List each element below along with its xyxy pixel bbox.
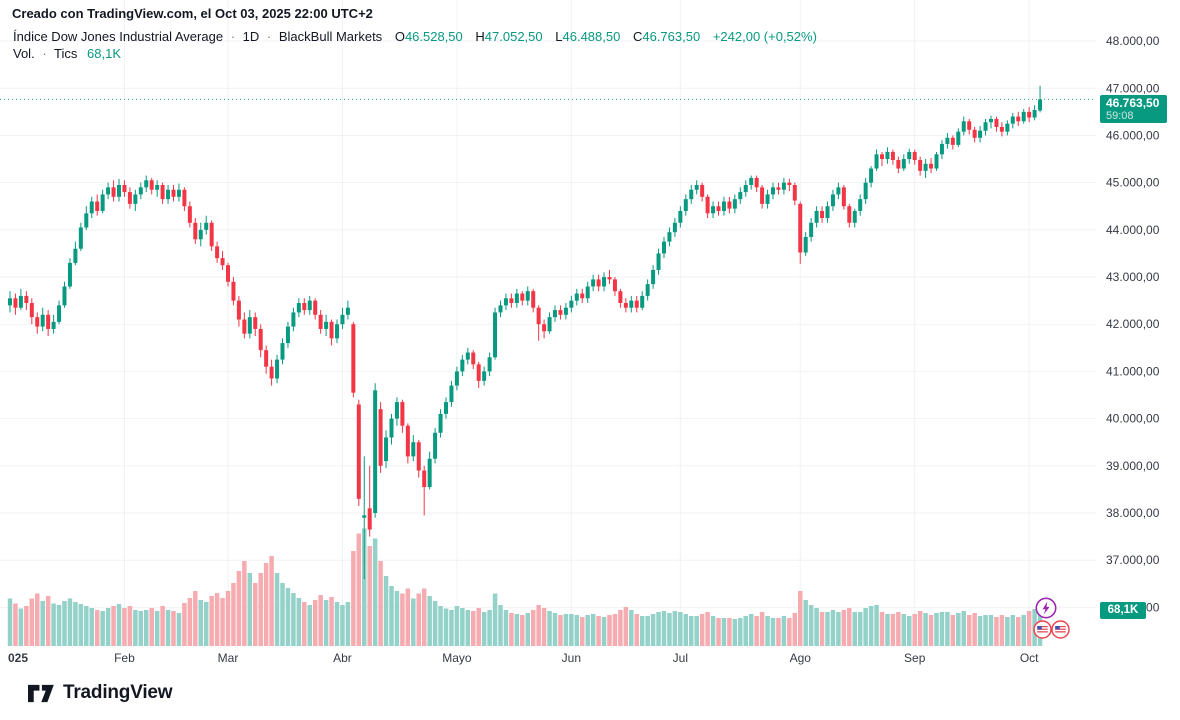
exchange-label: BlackBull Markets [278,29,383,44]
svg-text:46.000,00: 46.000,00 [1106,128,1160,142]
symbol-title[interactable]: Índice Dow Jones Industrial Average [13,29,224,44]
bar-countdown: 59:08 [1106,110,1134,123]
last-price-badge: 46.763,50 59:08 [1100,95,1167,124]
svg-text:025: 025 [8,651,28,665]
svg-text:Jun: Jun [562,651,581,665]
volume-label[interactable]: Vol. [13,46,35,61]
volume-value: 68,1K [87,46,122,61]
attribution-text: Creado con TradingView.com, el Oct 03, 2… [12,6,373,21]
svg-text:41.000,00: 41.000,00 [1106,364,1160,378]
legend-row-volume: Vol. · Tics 68,1K [13,46,817,62]
volume-axis-badge: 68,1K [1100,602,1146,619]
svg-text:Feb: Feb [114,651,135,665]
grid-vertical [123,0,1030,646]
us-flag-event-icon[interactable] [1051,620,1070,639]
volume-bars [7,528,1043,646]
separator-dot: · [266,29,272,44]
svg-text:Mayo: Mayo [442,651,472,665]
svg-text:44.000,00: 44.000,00 [1106,223,1160,237]
price-axis[interactable]: 48.000,00 47.000,00 46.000,00 45.000,00 44.0… [1106,34,1160,614]
svg-text:Oct: Oct [1020,651,1039,665]
separator-dot: · [230,29,236,44]
ohlc-close: C46.763,50 [632,29,701,44]
svg-text:42.000,00: 42.000,00 [1106,317,1160,331]
change-value: +242,00 (+0,52%) [712,29,817,44]
separator-dot: · [42,46,47,61]
tradingview-mark-icon [28,684,54,702]
tradingview-wordmark: TradingView [63,682,173,703]
svg-text:45.000,00: 45.000,00 [1106,176,1160,190]
svg-text:Ago: Ago [790,651,812,665]
svg-text:Sep: Sep [904,651,926,665]
svg-text:Jul: Jul [673,651,688,665]
svg-text:38.000,00: 38.000,00 [1106,506,1160,520]
us-flag-event-icon[interactable] [1033,620,1052,639]
svg-text:Abr: Abr [333,651,352,665]
grid-horizontal [0,40,1096,608]
svg-text:40.000,00: 40.000,00 [1106,412,1160,426]
legend: Índice Dow Jones Industrial Average · 1D… [13,29,817,62]
svg-text:43.000,00: 43.000,00 [1106,270,1160,284]
svg-text:Mar: Mar [218,651,239,665]
legend-row-main: Índice Dow Jones Industrial Average · 1D… [13,29,817,45]
interval-label[interactable]: 1D [242,29,260,44]
time-axis[interactable]: 025 Feb Mar Abr Mayo Jun Jul Ago Sep Oct [8,651,1039,665]
volume-source-label: Tics [54,46,78,61]
svg-text:47.000,00: 47.000,00 [1106,81,1160,95]
candles [8,85,1043,580]
candlestick-chart[interactable]: 48.000,00 47.000,00 46.000,00 45.000,00 44.0… [0,0,1180,672]
ohlc-open: O46.528,50 [394,29,463,44]
footer: TradingView [0,672,1180,720]
last-price-value: 46.763,50 [1106,96,1160,111]
economic-event-lightning-icon[interactable] [1035,597,1057,619]
svg-text:48.000,00: 48.000,00 [1106,34,1160,48]
ohlc-high: H47.052,50 [475,29,543,44]
svg-text:39.000,00: 39.000,00 [1106,459,1160,473]
ohlc-low: L46.488,50 [555,29,621,44]
tradingview-logo[interactable]: TradingView [28,682,173,704]
svg-text:37.000,00: 37.000,00 [1106,553,1160,567]
